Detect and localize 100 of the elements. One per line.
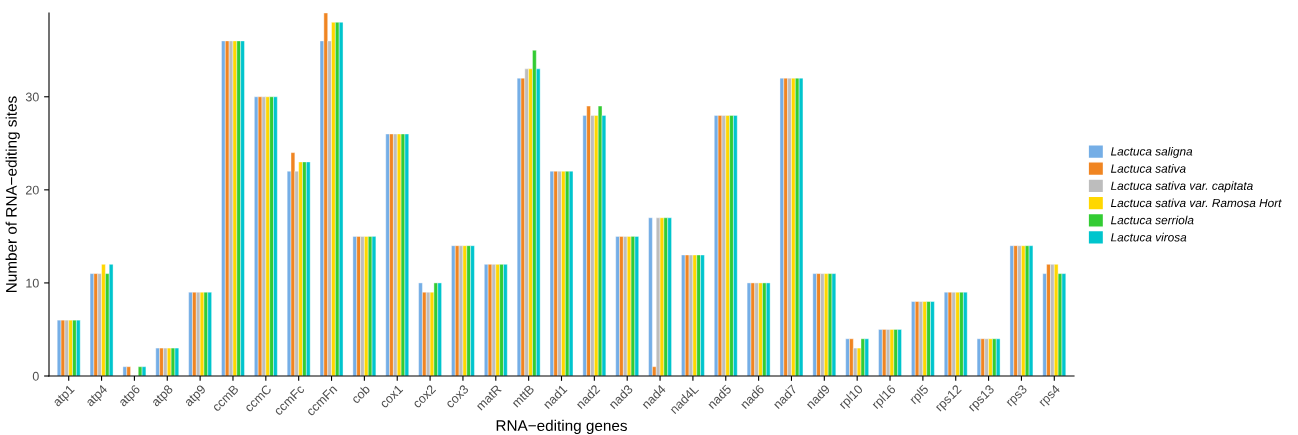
- bar: [586, 105, 591, 376]
- bar: [766, 282, 771, 376]
- bar: [845, 338, 850, 376]
- bar: [400, 133, 406, 376]
- y-tick-label: 30: [25, 92, 39, 102]
- bar: [984, 338, 989, 376]
- bar: [418, 282, 423, 376]
- bar: [109, 264, 114, 376]
- bar: [988, 338, 993, 376]
- bar: [404, 133, 409, 376]
- bar: [356, 236, 361, 376]
- bar: [360, 236, 365, 376]
- bar: [524, 68, 529, 376]
- bar: [947, 292, 953, 376]
- bar: [725, 115, 730, 376]
- bar: [159, 347, 164, 376]
- y-tick-label: 20: [26, 185, 39, 195]
- bar: [783, 77, 788, 376]
- bar: [663, 217, 668, 376]
- bar: [812, 273, 817, 376]
- bar: [495, 264, 500, 376]
- bar: [265, 96, 270, 376]
- x-tick-label: atp1: [52, 384, 77, 409]
- bar: [897, 329, 902, 376]
- bar: [696, 254, 701, 376]
- bar: [352, 236, 357, 376]
- x-tick-label: atp8: [150, 384, 176, 409]
- bar: [163, 347, 168, 376]
- bar: [273, 96, 278, 376]
- bar: [615, 236, 620, 376]
- bar: [926, 301, 931, 376]
- bar: [228, 40, 234, 376]
- bar: [918, 301, 924, 376]
- bar: [254, 96, 259, 376]
- bar: [878, 329, 883, 376]
- legend-label: Lactuca sativa var. capitata: [1110, 181, 1253, 193]
- legend-label: Lactuca sativa: [1110, 164, 1186, 173]
- y-axis-title: Number of RNA−editing sites: [5, 96, 20, 292]
- bar: [630, 236, 636, 376]
- bar: [491, 264, 496, 376]
- bar: [692, 254, 697, 376]
- bar: [389, 133, 394, 376]
- bar: [458, 245, 464, 376]
- bar: [371, 236, 377, 376]
- bar: [170, 347, 176, 376]
- bar: [561, 171, 566, 376]
- bar: [203, 292, 208, 376]
- bar: [306, 161, 311, 376]
- legend-label: Lactuca serriola: [1110, 215, 1194, 225]
- x-axis-title: RNA−editing genes: [496, 419, 627, 435]
- bar: [451, 245, 456, 376]
- bar: [557, 171, 562, 376]
- bar: [532, 50, 537, 376]
- bar: [64, 319, 69, 376]
- bar: [93, 273, 98, 376]
- bar: [516, 77, 522, 376]
- bar: [976, 338, 982, 376]
- bar: [466, 245, 471, 376]
- y-tick-label: 10: [26, 278, 39, 288]
- legend-label: Lactuca saligna: [1110, 146, 1193, 158]
- bar: [963, 292, 968, 376]
- bar: [1017, 245, 1022, 376]
- x-tick-label: atp6: [117, 384, 143, 409]
- bar: [980, 338, 985, 376]
- bar: [240, 40, 245, 376]
- bar: [860, 338, 866, 376]
- bar: [72, 319, 77, 376]
- bar: [882, 329, 887, 376]
- bar: [889, 329, 895, 376]
- bar: [302, 161, 307, 376]
- x-tick-label: atp4: [85, 384, 110, 409]
- bar: [1046, 264, 1051, 376]
- legend-label: Lactuca sativa var. Ramosa Hort: [1110, 198, 1282, 208]
- bar: [992, 338, 997, 376]
- bar: [437, 282, 442, 376]
- bar: [659, 217, 665, 376]
- bar: [101, 264, 106, 376]
- bar: [565, 171, 570, 376]
- bar: [816, 273, 821, 376]
- bar: [798, 77, 804, 376]
- bar: [996, 338, 1001, 376]
- bar: [733, 115, 738, 376]
- bar: [68, 319, 73, 376]
- bar: [864, 338, 869, 376]
- bar: [1021, 245, 1026, 376]
- bar: [141, 366, 147, 376]
- bar: [549, 171, 555, 376]
- bar: [893, 329, 898, 376]
- bar: [667, 217, 672, 376]
- bar: [619, 236, 624, 376]
- bar: [721, 115, 726, 376]
- bar: [335, 22, 340, 376]
- bar: [553, 171, 558, 376]
- bar: [76, 319, 81, 376]
- bar: [779, 77, 785, 376]
- bar: [791, 77, 796, 376]
- bar: [746, 282, 752, 376]
- bar: [1028, 245, 1034, 376]
- bar: [717, 115, 723, 376]
- bar: [849, 338, 854, 376]
